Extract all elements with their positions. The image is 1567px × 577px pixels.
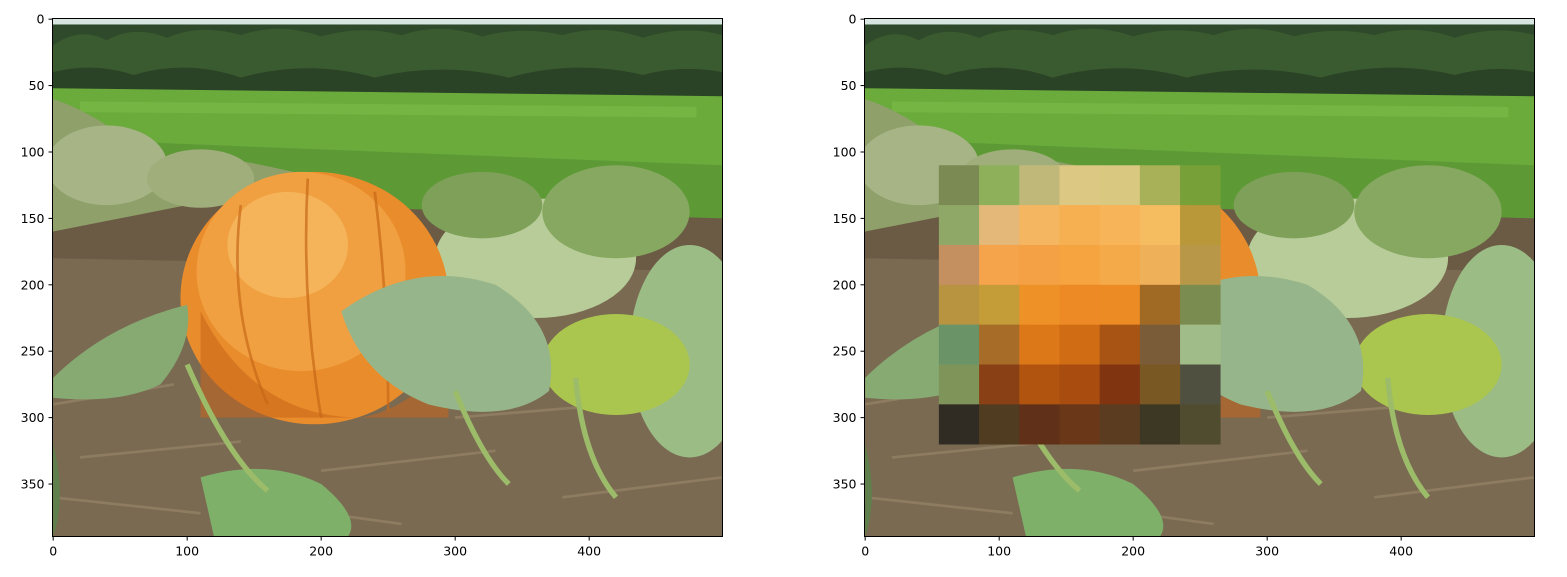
pixel-block xyxy=(938,244,980,286)
pixel-block xyxy=(938,404,980,445)
pixel-block xyxy=(1019,324,1060,365)
y-tick-label: 300 xyxy=(833,410,857,425)
pixel-block xyxy=(979,364,1020,405)
pixel-block xyxy=(1139,364,1181,405)
pixelated-region xyxy=(938,165,1221,445)
pixel-block xyxy=(979,244,1020,286)
pixel-block xyxy=(1139,205,1181,246)
pixel-block xyxy=(979,165,1020,206)
pixel-block xyxy=(1139,404,1181,445)
pixel-block xyxy=(1180,404,1221,445)
pixel-block xyxy=(1139,284,1181,325)
pixel-block xyxy=(1099,284,1141,325)
pixel-block xyxy=(938,324,980,365)
pixel-block xyxy=(1019,205,1060,246)
left-image-panel: 0 100 200 300 400 0 50 100 150 200 250 300 350 xyxy=(21,12,750,559)
pixel-block xyxy=(979,324,1020,365)
pixel-block xyxy=(1099,364,1141,405)
x-tick-label: 200 xyxy=(1121,544,1145,559)
y-tick-label: 200 xyxy=(833,277,857,292)
pixel-block xyxy=(1139,244,1181,286)
pixel-block xyxy=(979,404,1020,445)
pixel-block xyxy=(938,364,980,405)
pixel-block xyxy=(979,284,1020,325)
y-tick-label: 350 xyxy=(21,477,45,492)
pixel-block xyxy=(1059,244,1100,286)
y-tick-label: 300 xyxy=(21,410,45,425)
y-tick-label: 50 xyxy=(29,78,45,93)
pixel-block xyxy=(938,284,980,325)
y-tick-label: 200 xyxy=(21,277,45,292)
pixel-block xyxy=(1019,244,1060,286)
y-tick-label: 150 xyxy=(833,211,857,226)
pixel-block xyxy=(1180,284,1221,325)
x-tick-label: 300 xyxy=(1255,544,1279,559)
y-tick-label: 350 xyxy=(833,477,857,492)
axes-frame xyxy=(864,18,1535,537)
y-tick-label: 0 xyxy=(849,12,857,27)
y-tick-label: 250 xyxy=(21,344,45,359)
pixel-block xyxy=(1019,364,1060,405)
pixel-block xyxy=(938,165,980,206)
x-tick-label: 0 xyxy=(49,544,57,559)
pixel-block xyxy=(1019,284,1060,325)
x-tick-label: 100 xyxy=(175,544,199,559)
right-image-panel: 0 100 200 300 400 0 50 100 150 200 250 300 350 xyxy=(833,12,1535,559)
pixel-block xyxy=(1099,244,1141,286)
pixel-block xyxy=(938,205,980,246)
pixel-block xyxy=(1019,165,1060,206)
pixel-block xyxy=(1059,165,1100,206)
pixel-block xyxy=(1180,364,1221,405)
y-tick-label: 50 xyxy=(841,78,857,93)
x-tick-label: 400 xyxy=(1389,544,1413,559)
pixel-block xyxy=(1139,165,1181,206)
pixel-block xyxy=(1180,165,1221,206)
x-tick-label: 200 xyxy=(309,544,333,559)
pixel-block xyxy=(979,205,1020,246)
pixel-block xyxy=(1059,404,1100,445)
pixel-block xyxy=(1180,244,1221,286)
y-tick-label: 100 xyxy=(21,144,45,159)
pixel-block xyxy=(1099,205,1141,246)
y-tick-label: 150 xyxy=(21,211,45,226)
pixel-block xyxy=(1099,404,1141,445)
x-tick-label: 100 xyxy=(987,544,1011,559)
photo-image xyxy=(46,19,750,537)
pixel-block xyxy=(1059,324,1100,365)
x-tick-label: 300 xyxy=(443,544,467,559)
x-tick-label: 400 xyxy=(577,544,601,559)
y-tick-label: 100 xyxy=(833,144,857,159)
y-tick-label: 0 xyxy=(37,12,45,27)
pixel-block xyxy=(1059,284,1100,325)
axes-frame xyxy=(52,18,723,537)
pixel-block xyxy=(1059,364,1100,405)
pixel-block xyxy=(1059,205,1100,246)
pixel-block xyxy=(1019,404,1060,445)
pixel-block xyxy=(1099,324,1141,365)
y-tick-label: 250 xyxy=(833,344,857,359)
x-tick-label: 0 xyxy=(861,544,869,559)
pixel-block xyxy=(1180,205,1221,246)
pixel-block xyxy=(1139,324,1181,365)
pixel-block xyxy=(1180,324,1221,365)
pixel-block xyxy=(1099,165,1141,206)
